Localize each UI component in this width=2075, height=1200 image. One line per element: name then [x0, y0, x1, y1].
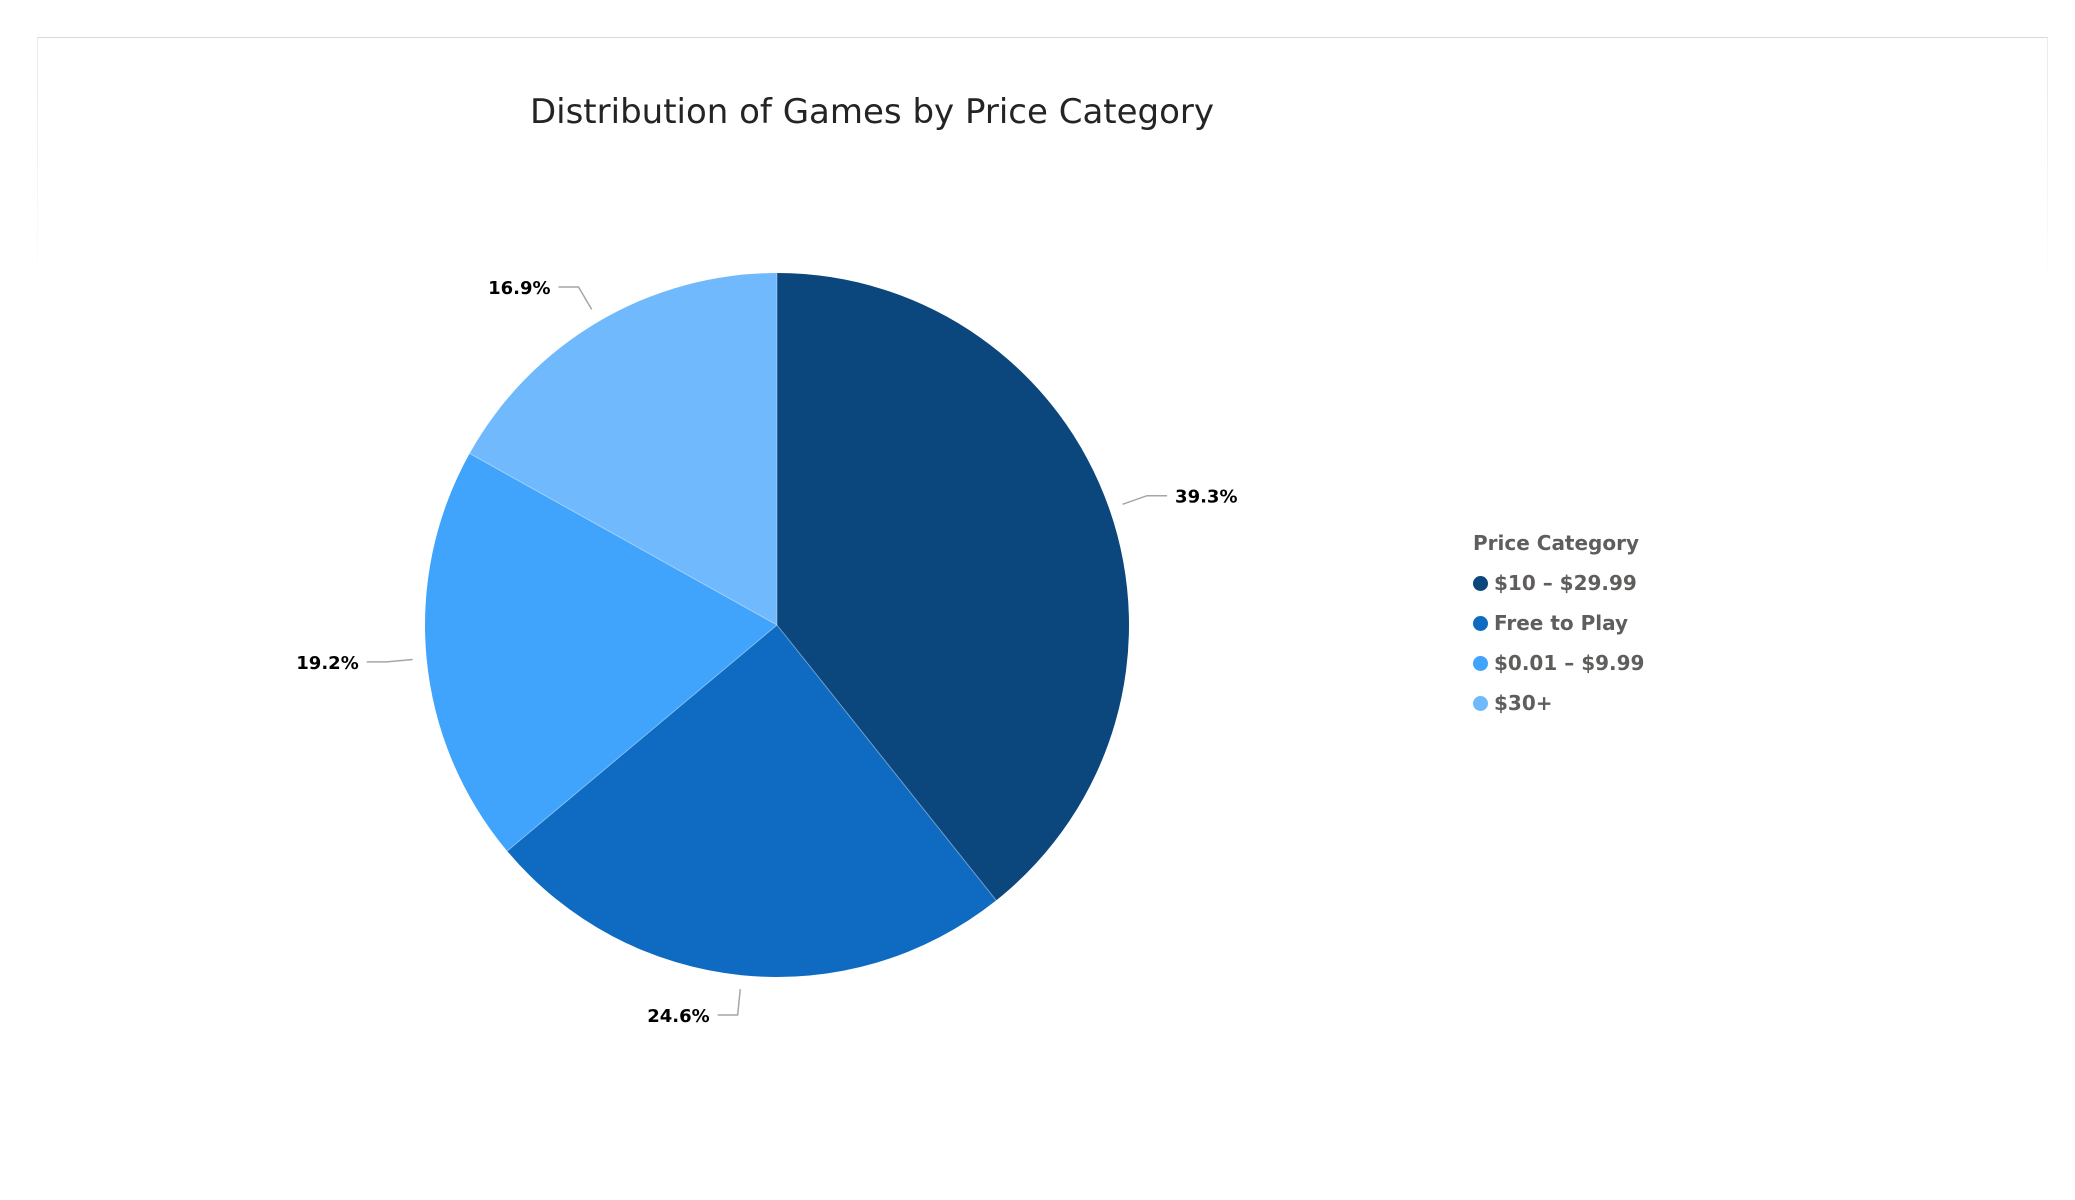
legend-swatch [1473, 655, 1488, 671]
pie-slice[interactable] [777, 273, 1129, 901]
legend-item[interactable]: $0.01 – $9.99 [1473, 643, 1644, 683]
legend-label: Free to Play [1494, 611, 1629, 635]
pie-slice[interactable] [424, 453, 777, 852]
legend-label: $10 – $29.99 [1494, 571, 1637, 595]
legend-item[interactable]: $30+ [1473, 683, 1644, 723]
leader-line [1122, 494, 1168, 505]
slice-separator [776, 624, 997, 901]
slice-separator [506, 624, 778, 852]
legend-swatch [1473, 575, 1488, 591]
legend-swatch [1473, 615, 1488, 631]
slice-separator [469, 453, 778, 626]
chart-title: Distribution of Games by Price Category [529, 92, 1215, 132]
legend: Price Category $10 – $29.99 Free to Play $… [1473, 531, 1644, 723]
legend-label: $0.01 – $9.99 [1494, 651, 1645, 675]
pie-slice[interactable] [469, 273, 777, 625]
data-label: 39.3% [1175, 487, 1237, 508]
leader-line [366, 658, 413, 663]
leader-line [558, 286, 593, 310]
legend-items: $10 – $29.99 Free to Play $0.01 – $9.99 $30… [1473, 563, 1644, 723]
pie-slice[interactable] [507, 625, 997, 977]
legend-swatch [1473, 695, 1488, 711]
leader-line [717, 989, 742, 1016]
legend-item[interactable]: $10 – $29.99 [1473, 563, 1644, 603]
legend-title: Price Category [1473, 531, 1640, 555]
data-label: 16.9% [488, 278, 550, 299]
legend-label: $30+ [1494, 691, 1553, 715]
data-label: 24.6% [647, 1006, 709, 1027]
data-label: 19.2% [296, 653, 358, 674]
legend-item[interactable]: Free to Play [1473, 603, 1644, 643]
